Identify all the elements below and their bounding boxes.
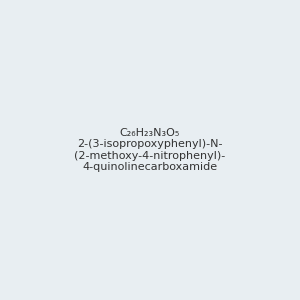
Text: C₂₆H₂₃N₃O₅
2-(3-isopropoxyphenyl)-N-
(2-methoxy-4-nitrophenyl)-
4-quinolinecarbo: C₂₆H₂₃N₃O₅ 2-(3-isopropoxyphenyl)-N- (2-…	[74, 128, 226, 172]
